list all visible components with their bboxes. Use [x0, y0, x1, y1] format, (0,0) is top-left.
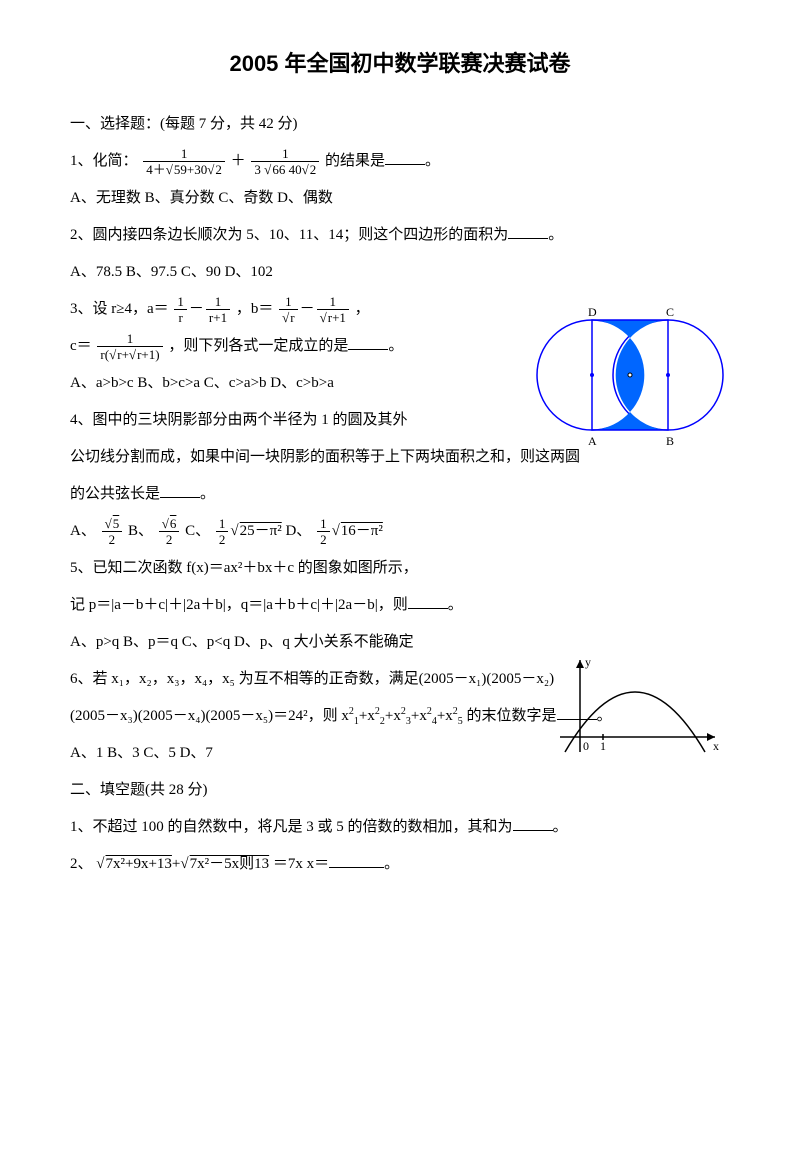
- q5-l1: 5、已知二次函数 f(x)＝ax²＋bx＋c 的图象如图所示，: [70, 552, 540, 585]
- section1-header: 一、选择题：(每题 7 分，共 42 分): [70, 108, 730, 141]
- q6-l2-c: 的末位数字是: [463, 708, 557, 724]
- label-D: D: [588, 305, 597, 319]
- q6-l2-b4: +x: [437, 708, 453, 724]
- q4-options: A、 52 B、 62 C、 1225－π² D、 1216－π²: [70, 515, 730, 548]
- q5-l2-text: 记 p＝|a－b＋c|＋|2a＋b|，q＝|a＋b＋c|＋|2a－b|，则: [70, 597, 408, 613]
- q3-frac-a2: 1r+1: [206, 294, 230, 326]
- figure-circles: D C A B: [530, 300, 730, 450]
- q1-blank: [385, 149, 425, 166]
- q3-c-prefix: c＝: [70, 338, 92, 354]
- label-y: y: [585, 655, 591, 669]
- q4-blank: [160, 482, 200, 499]
- q4-opt-d: D、: [285, 523, 311, 539]
- q4-frac-d: 12: [317, 516, 330, 548]
- label-0: 0: [583, 739, 589, 753]
- q4-opt-b: B、: [128, 523, 153, 539]
- f2: 2、 7x²+9x+13+7x²－5x则13 ＝7x x＝。: [70, 848, 730, 881]
- q1-prefix: 1、化简：: [70, 153, 138, 169]
- q6-l2-b1: +x: [359, 708, 375, 724]
- q5-options: A、p>q B、p＝q C、p<q D、p、q 大小关系不能确定: [70, 626, 540, 659]
- label-x: x: [713, 739, 719, 753]
- q2-blank: [508, 223, 548, 240]
- q1-options: A、无理数 B、真分数 C、奇数 D、偶数: [70, 182, 730, 215]
- page-title: 2005 年全国初中数学联赛决赛试卷: [70, 40, 730, 88]
- figure-parabola: 0 1 x y: [555, 652, 725, 762]
- q4-l3: 的公共弦长是。: [70, 478, 730, 511]
- f1: 1、不超过 100 的自然数中，将凡是 3 或 5 的倍数的数相加，其和为。: [70, 811, 730, 844]
- q4-frac-c: 12: [216, 516, 229, 548]
- q4-l1: 4、图中的三块阴影部分由两个半径为 1 的圆及其外: [70, 404, 500, 437]
- f1-text: 1、不超过 100 的自然数中，将凡是 3 或 5 的倍数的数相加，其和为: [70, 819, 513, 835]
- f1-blank: [513, 815, 553, 832]
- q4-frac-a: 52: [102, 516, 123, 548]
- f2-mid: ＝7x x＝: [273, 856, 329, 872]
- q2-options: A、78.5 B、97.5 C、90 D、102: [70, 256, 730, 289]
- q4-l3-text: 的公共弦长是: [70, 486, 160, 502]
- q1-frac1: 1 4＋59+302: [143, 146, 225, 178]
- q3-frac-b2: 1r+1: [317, 294, 349, 326]
- q2-text: 2、圆内接四条边长顺次为 5、10、11、14；则这个四边形的面积为: [70, 227, 508, 243]
- label-A: A: [588, 434, 597, 448]
- q3-prefix: 3、设 r≥4，a＝: [70, 301, 169, 317]
- q4-opt-a: A、: [70, 523, 96, 539]
- label-B: B: [666, 434, 674, 448]
- label-C: C: [666, 305, 674, 319]
- q4-opt-c: C、: [185, 523, 210, 539]
- q3-line2: c＝ 1r(r+r+1) ，则下列各式一定成立的是。: [70, 330, 500, 363]
- q3-frac-c: 1r(r+r+1): [97, 331, 162, 363]
- q2: 2、圆内接四条边长顺次为 5、10、11、14；则这个四边形的面积为。: [70, 219, 730, 252]
- q5-blank: [408, 593, 448, 610]
- q3-options: A、a>b>c B、b>c>a C、c>a>b D、c>b>a: [70, 367, 500, 400]
- q3-blank: [348, 334, 388, 351]
- section2-header: 二、填空题(共 28 分): [70, 774, 730, 807]
- q6-l2-a: (2005－x₃)(2005－x₄)(2005－x₅)＝24²，则 x: [70, 708, 349, 724]
- q1-suffix: 的结果是: [325, 153, 385, 169]
- q3-frac-b1: 1r: [279, 294, 297, 326]
- q6-l2-b3: +x: [411, 708, 427, 724]
- q4-frac-b: 62: [159, 516, 180, 548]
- label-1: 1: [600, 739, 606, 753]
- q1-frac2: 1 3 66 402: [251, 146, 319, 178]
- f2-blank: [329, 852, 384, 869]
- q6-l2-b2: +x: [385, 708, 401, 724]
- f2-prefix: 2、: [70, 856, 93, 872]
- q3-line1: 3、设 r≥4，a＝ 1r－1r+1 ，b＝ 1r－1r+1 ，: [70, 293, 500, 326]
- q3-mid2: ，: [355, 301, 370, 317]
- q3-mid1: ，b＝: [236, 301, 274, 317]
- q5-l2: 记 p＝|a－b＋c|＋|2a＋b|，q＝|a＋b＋c|＋|2a－b|，则。: [70, 589, 540, 622]
- q3-frac-a1: 1r: [174, 294, 187, 326]
- q3-c-suffix: ，则下列各式一定成立的是: [168, 338, 348, 354]
- q1: 1、化简： 1 4＋59+302 ＋ 1 3 66 402 的结果是。: [70, 145, 730, 178]
